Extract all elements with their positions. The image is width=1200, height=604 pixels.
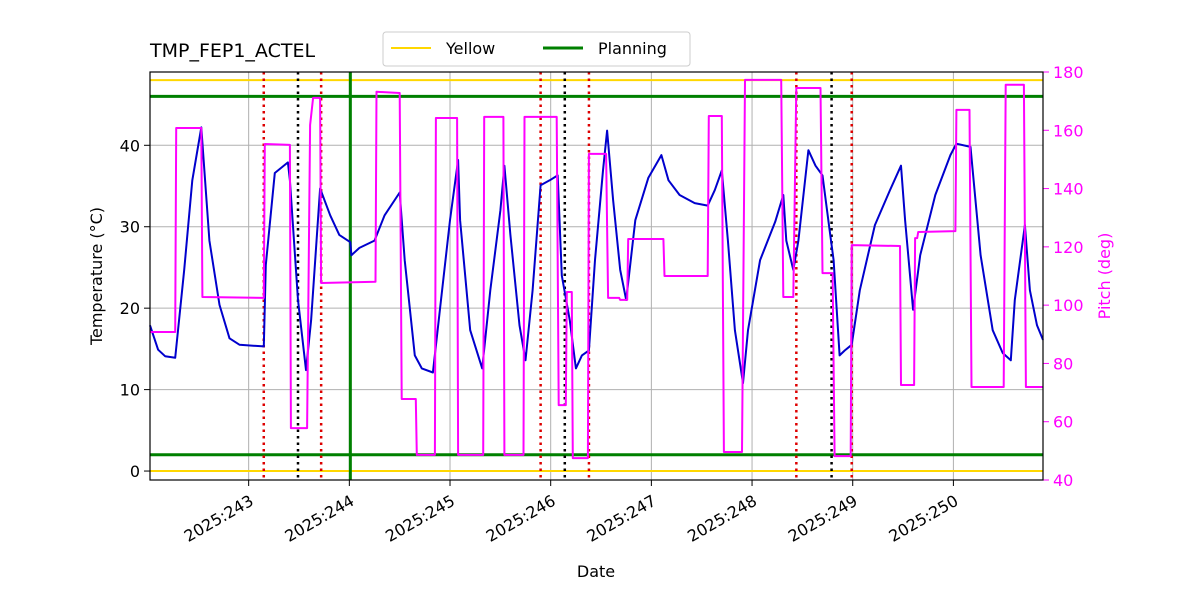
chart-title: TMP_FEP1_ACTEL: [149, 40, 315, 62]
x-tick-label: 2025:247: [583, 491, 659, 546]
y2-tick-label: 120: [1053, 238, 1084, 257]
y2-tick-label: 100: [1053, 296, 1084, 315]
x-tick-label: 2025:245: [382, 491, 458, 546]
y-tick-label: 10: [120, 381, 140, 400]
y-tick-label: 0: [130, 462, 140, 481]
x-tick-label: 2025:250: [886, 491, 962, 546]
data-line: [149, 126, 1044, 385]
y-axis-label: Temperature (°C): [87, 207, 106, 346]
y2-tick-label: 40: [1053, 471, 1073, 490]
y-tick-label: 40: [120, 136, 140, 155]
y2-axis-label: Pitch (deg): [1095, 233, 1114, 320]
y2-tick-label: 140: [1053, 180, 1084, 199]
y-tick-label: 20: [120, 299, 140, 318]
x-tick-label: 2025:246: [483, 491, 559, 546]
x-tick-label: 2025:249: [785, 491, 861, 546]
x-tick-label: 2025:244: [281, 491, 357, 546]
legend-label: Yellow: [445, 39, 495, 58]
y2-tick-label: 180: [1053, 63, 1084, 82]
y2-tick-label: 60: [1053, 413, 1073, 432]
x-tick-label: 2025:243: [181, 491, 257, 546]
data-line: [150, 78, 1043, 460]
plot-frame: [149, 71, 1044, 481]
y-tick-label: 30: [120, 218, 140, 237]
legend-label: Planning: [598, 39, 667, 58]
x-tick-label: 2025:248: [684, 491, 760, 546]
legend-box: [382, 31, 691, 67]
y2-tick-label: 80: [1053, 354, 1073, 373]
y2-tick-label: 160: [1053, 121, 1084, 140]
x-axis-label: Date: [577, 562, 615, 581]
